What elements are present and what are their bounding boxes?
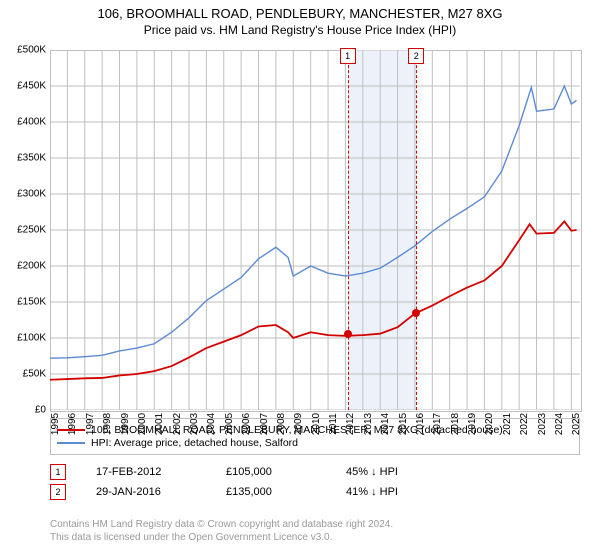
sale-vertical-line	[348, 50, 349, 410]
y-tick-label: £150K	[17, 297, 46, 308]
legend-swatch-hpi	[57, 442, 85, 444]
legend-swatch-property	[57, 429, 85, 431]
sale-price: £135,000	[226, 486, 346, 498]
y-tick-label: £350K	[17, 153, 46, 164]
sale-date: 17-FEB-2012	[96, 466, 226, 478]
y-tick-label: £0	[35, 405, 46, 416]
sale-date: 29-JAN-2016	[96, 486, 226, 498]
chart-subtitle: Price paid vs. HM Land Registry's House …	[0, 23, 600, 37]
series-line-property	[50, 221, 577, 379]
y-tick-label: £400K	[17, 117, 46, 128]
sales-table: 1 17-FEB-2012 £105,000 45% ↓ HPI 2 29-JA…	[50, 460, 580, 504]
legend-label-hpi: HPI: Average price, detached house, Salf…	[91, 437, 298, 449]
sale-delta: 41% ↓ HPI	[346, 486, 466, 498]
sale-marker-icon: 2	[50, 484, 66, 500]
chart-title: 106, BROOMHALL ROAD, PENDLEBURY, MANCHES…	[0, 6, 600, 21]
table-row: 2 29-JAN-2016 £135,000 41% ↓ HPI	[50, 484, 580, 500]
sale-marker-box: 2	[408, 48, 424, 64]
y-tick-label: £250K	[17, 225, 46, 236]
series-lines	[50, 86, 577, 380]
y-tick-label: £500K	[17, 45, 46, 56]
attribution: Contains HM Land Registry data © Crown c…	[50, 518, 580, 544]
y-tick-label: £450K	[17, 81, 46, 92]
sale-vertical-line	[416, 50, 417, 410]
attribution-line: Contains HM Land Registry data © Crown c…	[50, 518, 580, 531]
chart: £0£50K£100K£150K£200K£250K£300K£350K£400…	[50, 50, 580, 410]
attribution-line: This data is licensed under the Open Gov…	[50, 531, 580, 544]
sale-delta: 45% ↓ HPI	[346, 466, 466, 478]
y-tick-label: £300K	[17, 189, 46, 200]
legend-label-property: 106, BROOMHALL ROAD, PENDLEBURY, MANCHES…	[91, 424, 503, 436]
legend: 106, BROOMHALL ROAD, PENDLEBURY, MANCHES…	[50, 418, 580, 455]
sale-price: £105,000	[226, 466, 346, 478]
gridlines	[50, 50, 580, 410]
sale-marker-box: 1	[340, 48, 356, 64]
sale-marker-icon: 1	[50, 464, 66, 480]
series-line-hpi	[50, 86, 577, 358]
plot-svg	[50, 50, 580, 410]
y-tick-label: £100K	[17, 333, 46, 344]
table-row: 1 17-FEB-2012 £105,000 45% ↓ HPI	[50, 464, 580, 480]
sale-point	[412, 309, 420, 317]
y-tick-label: £200K	[17, 261, 46, 272]
y-tick-label: £50K	[23, 369, 46, 380]
sale-point	[344, 330, 352, 338]
